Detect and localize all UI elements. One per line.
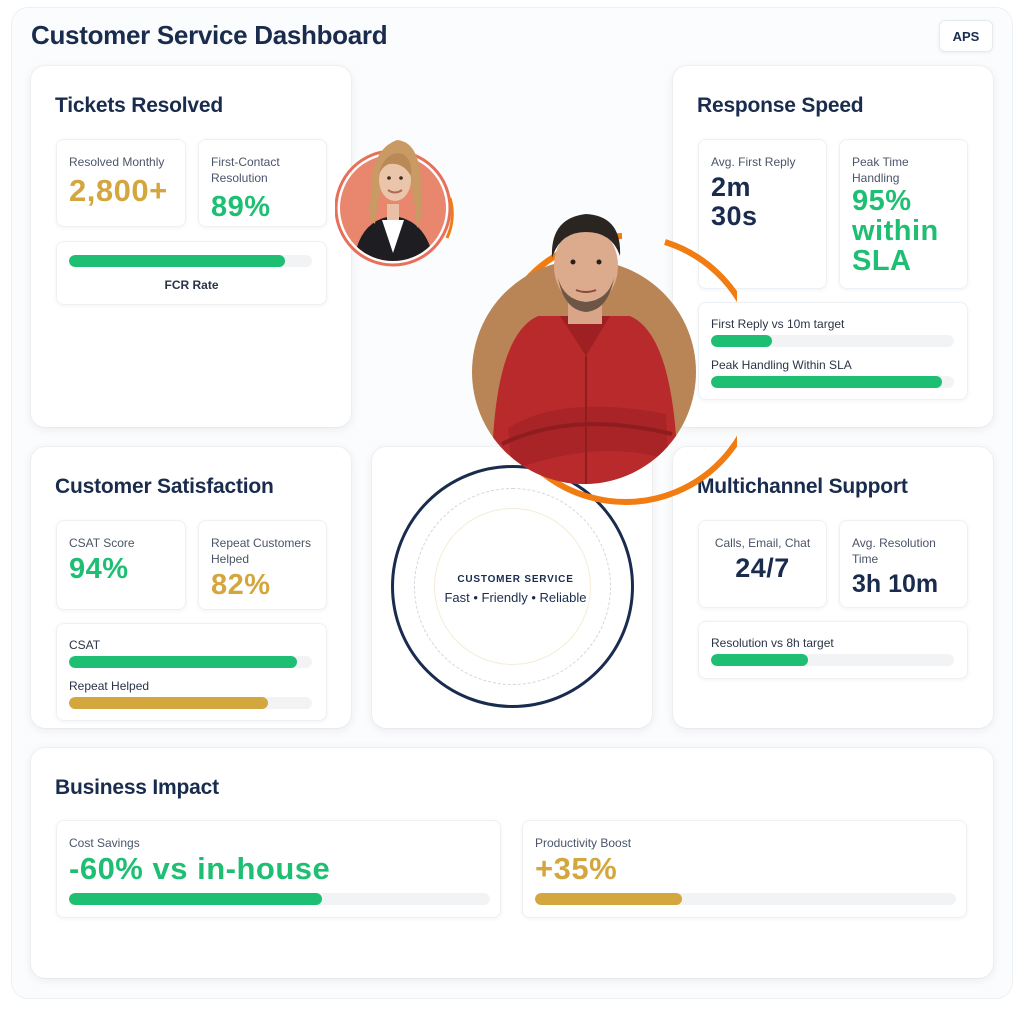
resolved-monthly-value: 2,800+: [69, 173, 168, 208]
csat-value: 94%: [69, 553, 129, 585]
response-speed-card: Response Speed Avg. First Reply 2m 30s P…: [673, 66, 993, 427]
tile-label: Cost Savings: [69, 836, 140, 850]
tile-label: CSAT Score: [69, 536, 135, 550]
resolution-progress-bar: [711, 654, 954, 666]
tile-label: Resolved Monthly: [69, 155, 165, 169]
csat-progress-bar: [69, 656, 312, 668]
bar-label: Resolution vs 8h target: [711, 636, 834, 650]
peak-time-handling-tile: Peak Time Handling 95% within SLA: [839, 139, 968, 289]
avg-resolution-tile: Avg. Resolution Time 3h 10m: [839, 520, 968, 608]
first-reply-progress-fill: [711, 335, 772, 347]
peak-value-line2: within: [852, 215, 939, 247]
business-impact-card: Business Impact Cost Savings -60% vs in-…: [31, 748, 993, 978]
productivity-progress-bar: [535, 893, 956, 905]
dashed-ring: [414, 488, 611, 685]
tickets-resolved-card: Tickets Resolved Resolved Monthly 2,800+…: [31, 66, 351, 427]
bar-label: First Reply vs 10m target: [711, 317, 845, 331]
cost-savings-progress-fill: [69, 893, 322, 905]
multichannel-support-card: Multichannel Support Calls, Email, Chat …: [673, 447, 993, 728]
avg-first-reply-tile: Avg. First Reply 2m 30s: [698, 139, 827, 289]
bar-label: Peak Handling Within SLA: [711, 358, 852, 372]
card-title: Business Impact: [55, 776, 219, 799]
repeat-value: 82%: [211, 569, 271, 601]
resolution-value: 3h 10m: [852, 570, 939, 598]
tile-label: Calls, Email, Chat: [714, 536, 811, 550]
peak-value-line3: SLA: [852, 245, 912, 277]
customer-service-emblem: CUSTOMER SERVICE Fast • Friendly • Relia…: [391, 465, 634, 708]
response-bars-tile: First Reply vs 10m target Peak Handling …: [698, 302, 968, 400]
bar-label: FCR Rate: [164, 278, 219, 292]
csat-progress-fill: [69, 656, 298, 668]
fcr-value: 89%: [211, 191, 271, 223]
resolution-bar-tile: Resolution vs 8h target: [698, 621, 968, 679]
inner-ring: [434, 508, 591, 665]
emblem-tagline: Fast • Friendly • Reliable: [444, 590, 587, 605]
first-reply-progress-bar: [711, 335, 954, 347]
card-title: Customer Satisfaction: [55, 475, 274, 498]
repeat-progress-bar: [69, 697, 312, 709]
tile-label: First-Contact Resolution: [211, 155, 280, 185]
cost-savings-value: -60% vs in-house: [69, 851, 331, 886]
cost-savings-progress-bar: [69, 893, 490, 905]
repeat-customers-tile: Repeat Customers Helped 82%: [198, 520, 327, 610]
first-reply-value-line1: 2m: [711, 172, 752, 202]
channels-value: 24/7: [735, 553, 790, 583]
aps-badge[interactable]: APS: [939, 20, 993, 52]
peak-sla-progress-fill: [711, 376, 942, 388]
productivity-value: +35%: [535, 851, 618, 886]
tile-label: Avg. First Reply: [711, 155, 796, 169]
channels-tile: Calls, Email, Chat 24/7: [698, 520, 827, 608]
tile-label: Repeat Customers Helped: [211, 536, 312, 566]
productivity-boost-tile: Productivity Boost +35%: [522, 820, 967, 918]
card-title: Response Speed: [697, 94, 864, 117]
peak-sla-progress-bar: [711, 376, 954, 388]
bar-label: Repeat Helped: [69, 679, 150, 693]
satisfaction-bars-tile: CSAT Repeat Helped: [56, 623, 327, 721]
productivity-progress-fill: [535, 893, 683, 905]
resolved-monthly-tile: Resolved Monthly 2,800+: [56, 139, 186, 227]
fcr-rate-tile: FCR Rate: [56, 241, 327, 305]
fcr-progress-fill: [69, 255, 286, 267]
first-contact-resolution-tile: First-Contact Resolution 89%: [198, 139, 327, 227]
csat-score-tile: CSAT Score 94%: [56, 520, 186, 610]
tile-label: Avg. Resolution Time: [852, 536, 936, 566]
customer-satisfaction-card: Customer Satisfaction CSAT Score 94% Rep…: [31, 447, 351, 728]
tile-label: Productivity Boost: [535, 836, 632, 850]
cost-savings-tile: Cost Savings -60% vs in-house: [56, 820, 501, 918]
card-title: Multichannel Support: [697, 475, 908, 498]
avatar-female-agent: [334, 128, 460, 273]
card-title: Tickets Resolved: [55, 94, 223, 117]
emblem-title: CUSTOMER SERVICE: [457, 574, 574, 585]
avatar-male-agent: [452, 198, 762, 513]
page-title: Customer Service Dashboard: [31, 20, 388, 50]
peak-value-line1: 95%: [852, 185, 912, 217]
bar-label: CSAT: [69, 638, 101, 652]
first-reply-value-line2: 30s: [711, 201, 758, 231]
fcr-progress-bar: [69, 255, 312, 267]
repeat-progress-fill: [69, 697, 269, 709]
resolution-progress-fill: [711, 654, 809, 666]
tile-label: Peak Time Handling: [852, 155, 909, 185]
